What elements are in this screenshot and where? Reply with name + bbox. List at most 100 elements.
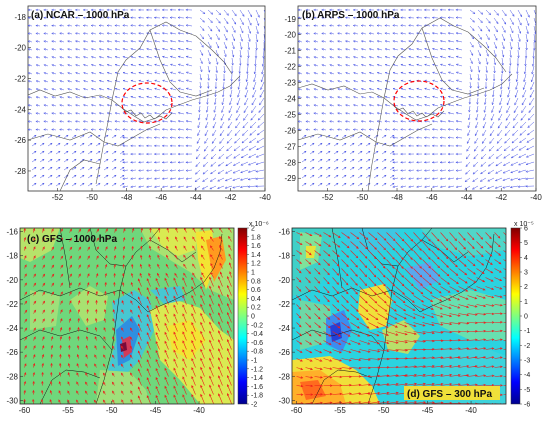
wind-vector xyxy=(341,232,351,239)
wind-vector xyxy=(485,321,495,324)
wind-vector xyxy=(341,286,349,295)
wind-vector xyxy=(173,277,178,287)
colorbar-tick-label: -2 xyxy=(251,402,257,409)
wind-vector xyxy=(191,276,196,287)
wind-vector xyxy=(469,41,474,48)
wind-vector xyxy=(449,295,461,301)
wind-vector xyxy=(155,331,160,341)
colorbar-tick-label: -2 xyxy=(524,343,530,350)
wind-vector xyxy=(131,228,135,233)
wind-vector xyxy=(305,232,313,236)
wind-vector xyxy=(413,286,424,295)
wind-vector xyxy=(344,96,351,99)
wind-vector xyxy=(431,32,439,35)
wind-vector xyxy=(422,373,435,377)
wind-vector xyxy=(82,64,89,67)
wind-vector xyxy=(177,79,185,83)
wind-vector xyxy=(50,353,53,359)
panel-d: (d) GFS – 300 hPa -60 -55 -50 -45 -40-16-18-… xyxy=(278,221,533,415)
wind-vector xyxy=(408,87,415,91)
wind-vector xyxy=(145,169,153,172)
wind-vector xyxy=(155,358,160,368)
wind-vector xyxy=(223,49,227,58)
wind-vector xyxy=(416,63,423,67)
wind-vector xyxy=(231,57,234,66)
wind-vector xyxy=(169,32,177,35)
wind-vector xyxy=(98,48,105,51)
wind-vector xyxy=(332,232,341,238)
wind-vector xyxy=(368,104,375,107)
wind-vector xyxy=(439,16,447,19)
wind-vector xyxy=(314,340,322,345)
wind-vector xyxy=(386,277,396,287)
wind-vector xyxy=(476,250,484,258)
wind-vector xyxy=(164,376,169,386)
wind-vector xyxy=(43,40,49,43)
wind-vector xyxy=(345,80,351,83)
wind-vector xyxy=(148,254,152,260)
wind-vector xyxy=(60,309,63,314)
wind-vector xyxy=(415,169,423,172)
wind-vector xyxy=(408,136,415,139)
wind-vector xyxy=(480,169,487,175)
wind-vector xyxy=(341,250,350,258)
wind-vector xyxy=(255,17,260,27)
wind-vector xyxy=(305,295,311,302)
wind-vector xyxy=(103,317,107,323)
wind-vector xyxy=(333,174,339,179)
wind-vector xyxy=(336,8,343,12)
wind-vector xyxy=(400,32,407,35)
wind-vector xyxy=(114,40,121,43)
wind-vector xyxy=(59,353,62,359)
wind-vector xyxy=(517,9,523,18)
wind-vector xyxy=(368,304,378,312)
wind-vector xyxy=(43,120,49,123)
wind-vector xyxy=(440,304,452,309)
wind-vector xyxy=(87,228,91,233)
wind-vector xyxy=(332,268,340,276)
wind-vector xyxy=(332,322,341,329)
wind-vector xyxy=(263,33,265,43)
wind-vector xyxy=(161,161,169,164)
wind-vector xyxy=(525,9,530,18)
wind-vector xyxy=(102,381,106,386)
wind-vector xyxy=(455,55,463,59)
wind-vector xyxy=(503,394,506,396)
x-tick-label: -50 xyxy=(86,193,98,202)
wind-vector xyxy=(137,305,142,314)
wind-vector xyxy=(395,400,408,404)
wind-vector xyxy=(111,182,117,187)
wind-vector xyxy=(122,185,129,188)
wind-vector xyxy=(368,349,381,353)
wind-vector xyxy=(431,47,439,51)
wind-vector xyxy=(227,121,233,129)
wind-vector xyxy=(169,47,177,51)
wind-vector xyxy=(296,286,302,292)
wind-vector xyxy=(161,32,169,35)
y-tick-label: -28 xyxy=(284,158,296,167)
wind-vector xyxy=(82,120,89,123)
wind-vector xyxy=(431,87,439,91)
wind-vector xyxy=(469,57,473,65)
wind-vector xyxy=(164,277,169,287)
wind-vector xyxy=(506,97,511,106)
wind-vector xyxy=(240,169,249,174)
axis-ticks-c: -60 -55 -50 -45 -40-16-18-20-22-24-26-28-30 xyxy=(6,228,205,415)
wind-vector xyxy=(395,295,406,304)
wind-vector xyxy=(185,79,193,83)
wind-vector xyxy=(408,161,415,164)
wind-vector xyxy=(533,17,536,26)
wind-vector xyxy=(349,166,355,171)
wind-vector xyxy=(185,95,193,99)
wind-vector xyxy=(329,48,335,51)
wind-vector xyxy=(467,113,471,121)
wind-vector xyxy=(105,237,108,242)
wind-vector xyxy=(477,81,480,89)
wind-vector xyxy=(466,145,471,152)
wind-vector xyxy=(123,228,126,233)
wind-vector xyxy=(145,185,153,188)
wind-vector xyxy=(404,313,417,319)
wind-vector xyxy=(84,399,88,404)
wind-vector xyxy=(51,16,57,20)
wind-vector xyxy=(467,338,478,342)
